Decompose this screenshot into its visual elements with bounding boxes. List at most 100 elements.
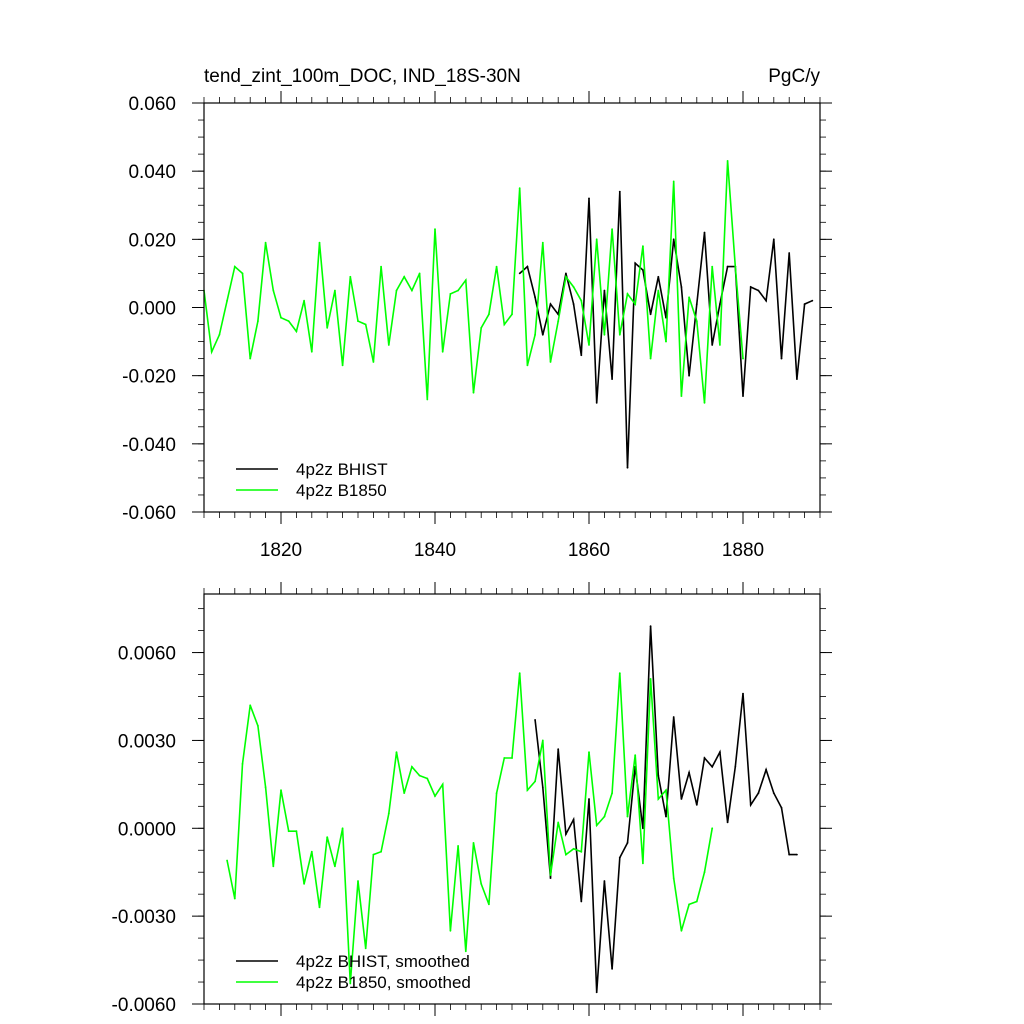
top-series-1-point	[364, 323, 367, 326]
bottom-series-0-point	[757, 792, 760, 794]
bottom-series-0-point	[642, 827, 644, 830]
bottom-series-1-point	[472, 842, 475, 844]
bottom-series-1-point	[665, 789, 667, 792]
bottom-series-0-point	[726, 821, 729, 824]
top-series-1-point	[634, 303, 637, 305]
bottom-y-tick-label: 0.0060	[118, 644, 176, 665]
top-series-0-point	[703, 231, 706, 234]
bottom-series-1-point	[318, 906, 321, 909]
bottom-series-1-point	[395, 751, 398, 753]
bottom-series-1-point	[426, 777, 429, 780]
top-series-1-point	[334, 289, 336, 292]
bottom-series-1-point	[634, 754, 637, 756]
bottom-series-0-point	[780, 806, 783, 809]
top-series-1-point	[218, 333, 221, 336]
bottom-series-1-point	[357, 880, 359, 882]
bottom-series-1-point	[226, 859, 229, 862]
bottom-y-tick-label: 0.0030	[118, 731, 176, 752]
bottom-series-0-point	[557, 748, 560, 751]
top-series-1-point	[357, 320, 359, 322]
top-series-1-point	[434, 228, 436, 231]
bottom-series-0-point	[549, 877, 552, 879]
top-series-1-point	[395, 289, 398, 292]
top-series-1-point	[626, 293, 629, 295]
top-series-0-point	[803, 303, 806, 305]
top-series-0-point	[611, 378, 613, 380]
bottom-series-1-point	[572, 847, 575, 850]
top-series-1-point	[349, 275, 352, 278]
top-series-1-point	[703, 402, 706, 404]
bottom-plot-lines	[226, 625, 798, 994]
bottom-series-1-point	[642, 862, 644, 865]
top-series-points-0	[518, 190, 814, 469]
bottom-series-0-point	[665, 815, 667, 818]
top-series-1-point	[249, 357, 252, 360]
top-series-1-point	[472, 391, 475, 394]
top-y-tick-label: 0.060	[128, 94, 176, 115]
bottom-series-1-point	[549, 874, 552, 876]
top-series-1-point	[226, 299, 229, 302]
top-series-0-point	[572, 303, 575, 305]
bottom-series-1-point	[672, 877, 675, 879]
bottom-series-1-point	[511, 757, 513, 759]
top-series-1-point	[480, 327, 483, 329]
top-series-1-point	[572, 286, 575, 288]
bottom-series-1-point	[711, 827, 714, 830]
top-legend-label-b1850: 4p2z B1850	[296, 481, 387, 500]
bottom-series-0-point	[788, 853, 791, 856]
top-y-tick-label: -0.040	[122, 435, 176, 456]
bottom-series-1-point	[626, 815, 629, 818]
bottom-series-1-point	[649, 678, 652, 680]
top-series-0-point	[657, 275, 660, 278]
bottom-series-0-point	[565, 833, 567, 835]
bottom-series-0-point	[703, 757, 706, 759]
bottom-series-1-point	[403, 792, 406, 794]
top-series-0-point	[603, 289, 606, 292]
top-series-0-point	[626, 466, 629, 469]
top-series-1-point	[287, 320, 290, 322]
top-series-1-point	[326, 327, 329, 329]
bottom-series-0-point	[695, 804, 698, 806]
top-series-1-point	[295, 330, 298, 333]
bottom-series-1-point	[603, 815, 606, 818]
bottom-series-0-point	[711, 765, 714, 768]
bottom-series-0-point	[603, 880, 606, 882]
bottom-series-1-point	[326, 836, 329, 838]
top-series-1-point	[341, 364, 344, 367]
top-series-0-point	[680, 286, 683, 288]
bottom-y-tick-label: 0.0000	[118, 819, 176, 840]
top-series-1-point	[726, 160, 729, 162]
top-series-1-point	[303, 299, 305, 302]
top-y-tick-label: -0.020	[122, 367, 176, 388]
bottom-series-1-point	[280, 789, 282, 792]
top-series-0-point	[534, 296, 536, 299]
bottom-series-1-point	[264, 786, 267, 789]
bottom-series-0-point	[734, 765, 737, 768]
top-series-1-point	[695, 320, 698, 322]
top-legend: 4p2z BHIST 4p2z B1850	[236, 460, 388, 500]
bottom-series-0-point	[588, 798, 590, 800]
bottom-series-1-point	[287, 830, 290, 833]
top-series-1-point	[503, 323, 506, 326]
bottom-series-0-point	[749, 804, 752, 806]
top-series-1-point	[426, 398, 429, 401]
top-series-1-point	[272, 289, 275, 292]
top-series-1-point	[719, 344, 721, 346]
top-series-1-point	[672, 180, 675, 183]
top-series-0-point	[726, 265, 729, 268]
top-series-0-point	[796, 378, 798, 380]
bottom-series-1-point	[257, 724, 259, 727]
top-series-1-point	[457, 289, 459, 292]
top-series-0-point	[565, 272, 567, 275]
top-series-0-point	[649, 313, 652, 316]
bottom-series-1-point	[310, 850, 313, 853]
top-axes: 1820 1840 1860 1880 -0.060 -0.040 -0.020 0.000 0…	[122, 91, 832, 561]
bottom-series-0-point	[672, 716, 675, 718]
bottom-series-1-point	[464, 950, 467, 953]
top-series-1-point	[657, 289, 660, 292]
top-plot-lines	[203, 160, 814, 469]
bottom-series-1-point	[588, 751, 590, 753]
bottom-legend-label-bhist: 4p2z BHIST, smoothed	[296, 952, 470, 971]
top-y-tick-label: -0.060	[122, 503, 176, 524]
top-series-1-point	[380, 265, 382, 268]
